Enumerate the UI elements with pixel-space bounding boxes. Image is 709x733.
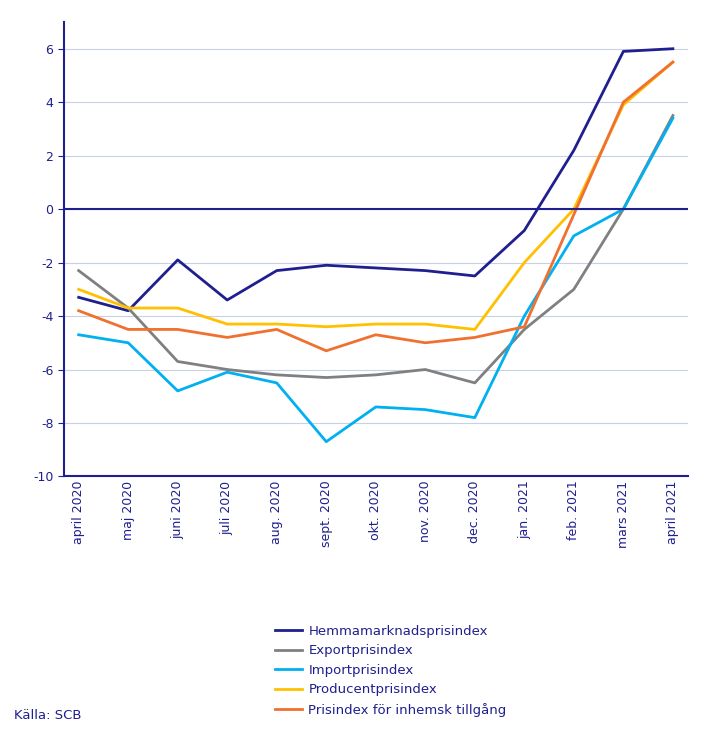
Exportprisindex [520, 325, 529, 334]
Importprisindex [669, 114, 677, 122]
Exportprisindex [74, 266, 83, 275]
Importprisindex [322, 438, 330, 446]
Importprisindex [174, 386, 182, 395]
Hemmamarknadsprisindex [272, 266, 281, 275]
Prisindex för inhemsk tillgång [421, 339, 430, 347]
Exportprisindex [272, 370, 281, 379]
Exportprisindex [471, 378, 479, 387]
Producentprisindex [619, 100, 627, 109]
Hemmamarknadsprisindex [471, 271, 479, 280]
Prisindex för inhemsk tillgång [520, 323, 529, 331]
Producentprisindex [322, 323, 330, 331]
Hemmamarknadsprisindex [174, 256, 182, 265]
Prisindex för inhemsk tillgång [174, 325, 182, 334]
Producentprisindex [421, 320, 430, 328]
Importprisindex [520, 312, 529, 320]
Producentprisindex [174, 303, 182, 312]
Producentprisindex [471, 325, 479, 334]
Prisindex för inhemsk tillgång [471, 333, 479, 342]
Importprisindex [471, 413, 479, 422]
Producentprisindex [372, 320, 380, 328]
Producentprisindex [124, 303, 133, 312]
Exportprisindex [421, 365, 430, 374]
Producentprisindex [520, 258, 529, 267]
Prisindex för inhemsk tillgång [619, 97, 627, 106]
Importprisindex [272, 378, 281, 387]
Hemmamarknadsprisindex [569, 146, 578, 155]
Line: Hemmamarknadsprisindex: Hemmamarknadsprisindex [79, 48, 673, 311]
Hemmamarknadsprisindex [74, 293, 83, 302]
Line: Producentprisindex: Producentprisindex [79, 62, 673, 329]
Exportprisindex [619, 205, 627, 213]
Hemmamarknadsprisindex [421, 266, 430, 275]
Producentprisindex [74, 285, 83, 294]
Exportprisindex [124, 303, 133, 312]
Text: Källa: SCB: Källa: SCB [14, 709, 82, 722]
Exportprisindex [569, 285, 578, 294]
Producentprisindex [223, 320, 231, 328]
Hemmamarknadsprisindex [669, 44, 677, 53]
Importprisindex [74, 331, 83, 339]
Hemmamarknadsprisindex [619, 47, 627, 56]
Exportprisindex [669, 111, 677, 120]
Exportprisindex [223, 365, 231, 374]
Importprisindex [619, 205, 627, 213]
Producentprisindex [272, 320, 281, 328]
Importprisindex [372, 402, 380, 411]
Prisindex för inhemsk tillgång [569, 210, 578, 219]
Hemmamarknadsprisindex [520, 226, 529, 235]
Prisindex för inhemsk tillgång [669, 58, 677, 67]
Producentprisindex [569, 205, 578, 213]
Prisindex för inhemsk tillgång [322, 347, 330, 356]
Producentprisindex [669, 58, 677, 67]
Importprisindex [569, 232, 578, 240]
Hemmamarknadsprisindex [322, 261, 330, 270]
Importprisindex [124, 339, 133, 347]
Importprisindex [223, 368, 231, 377]
Prisindex för inhemsk tillgång [223, 333, 231, 342]
Line: Importprisindex: Importprisindex [79, 118, 673, 442]
Legend: Hemmamarknadsprisindex, Exportprisindex, Importprisindex, Producentprisindex, Pr: Hemmamarknadsprisindex, Exportprisindex,… [270, 619, 512, 722]
Exportprisindex [174, 357, 182, 366]
Prisindex för inhemsk tillgång [124, 325, 133, 334]
Prisindex för inhemsk tillgång [272, 325, 281, 334]
Prisindex för inhemsk tillgång [74, 306, 83, 315]
Exportprisindex [372, 370, 380, 379]
Importprisindex [421, 405, 430, 414]
Hemmamarknadsprisindex [223, 295, 231, 304]
Exportprisindex [322, 373, 330, 382]
Line: Prisindex för inhemsk tillgång: Prisindex för inhemsk tillgång [79, 62, 673, 351]
Line: Exportprisindex: Exportprisindex [79, 116, 673, 383]
Hemmamarknadsprisindex [124, 306, 133, 315]
Prisindex för inhemsk tillgång [372, 331, 380, 339]
Hemmamarknadsprisindex [372, 264, 380, 273]
